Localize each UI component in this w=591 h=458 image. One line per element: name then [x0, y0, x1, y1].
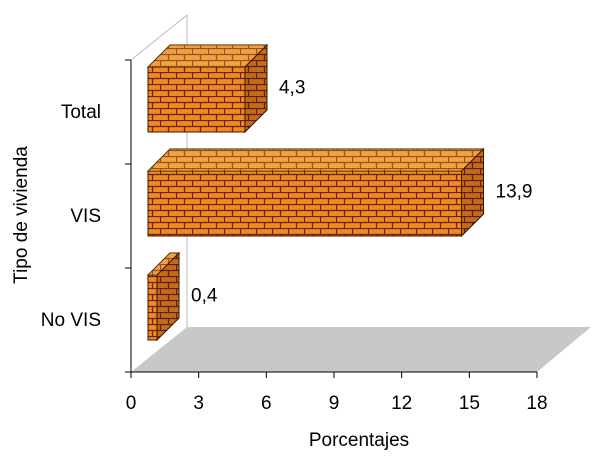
x-tick-label: 6: [261, 393, 272, 414]
bar: [146, 43, 269, 134]
x-tick-label: 9: [329, 393, 340, 414]
bar: [146, 251, 181, 342]
y-tick-label: No VIS: [41, 310, 101, 331]
bar-shade: [148, 149, 484, 171]
bar-face: [147, 274, 158, 341]
value-label: 0,4: [191, 286, 218, 307]
bar-face: [156, 251, 180, 342]
y-tick-label: Total: [61, 102, 101, 123]
wall-edge: [130, 14, 188, 61]
bar-shade: [461, 149, 484, 236]
y-tick-label: VIS: [70, 206, 101, 227]
value-label: 13,9: [496, 182, 533, 203]
x-axis-title: Porcentajes: [309, 430, 409, 451]
bar-face: [244, 43, 268, 134]
value-label: 4,3: [279, 78, 305, 99]
bar-face: [147, 170, 463, 237]
x-tick-label: 3: [193, 393, 204, 414]
bar-shade: [157, 253, 180, 340]
bar-face: [147, 66, 246, 133]
floor: [131, 327, 591, 372]
bar-shade: [244, 45, 267, 132]
x-tick-label: 0: [126, 393, 137, 414]
bar-shade: [148, 45, 267, 67]
bar-face: [461, 147, 485, 238]
bar-shade: [148, 253, 180, 275]
bar: [146, 147, 485, 238]
x-tick-label: 18: [526, 393, 547, 414]
x-tick-label: 12: [391, 393, 412, 414]
x-tick-label: 15: [459, 393, 480, 414]
y-axis-title: Tipo de vivienda: [11, 146, 32, 284]
